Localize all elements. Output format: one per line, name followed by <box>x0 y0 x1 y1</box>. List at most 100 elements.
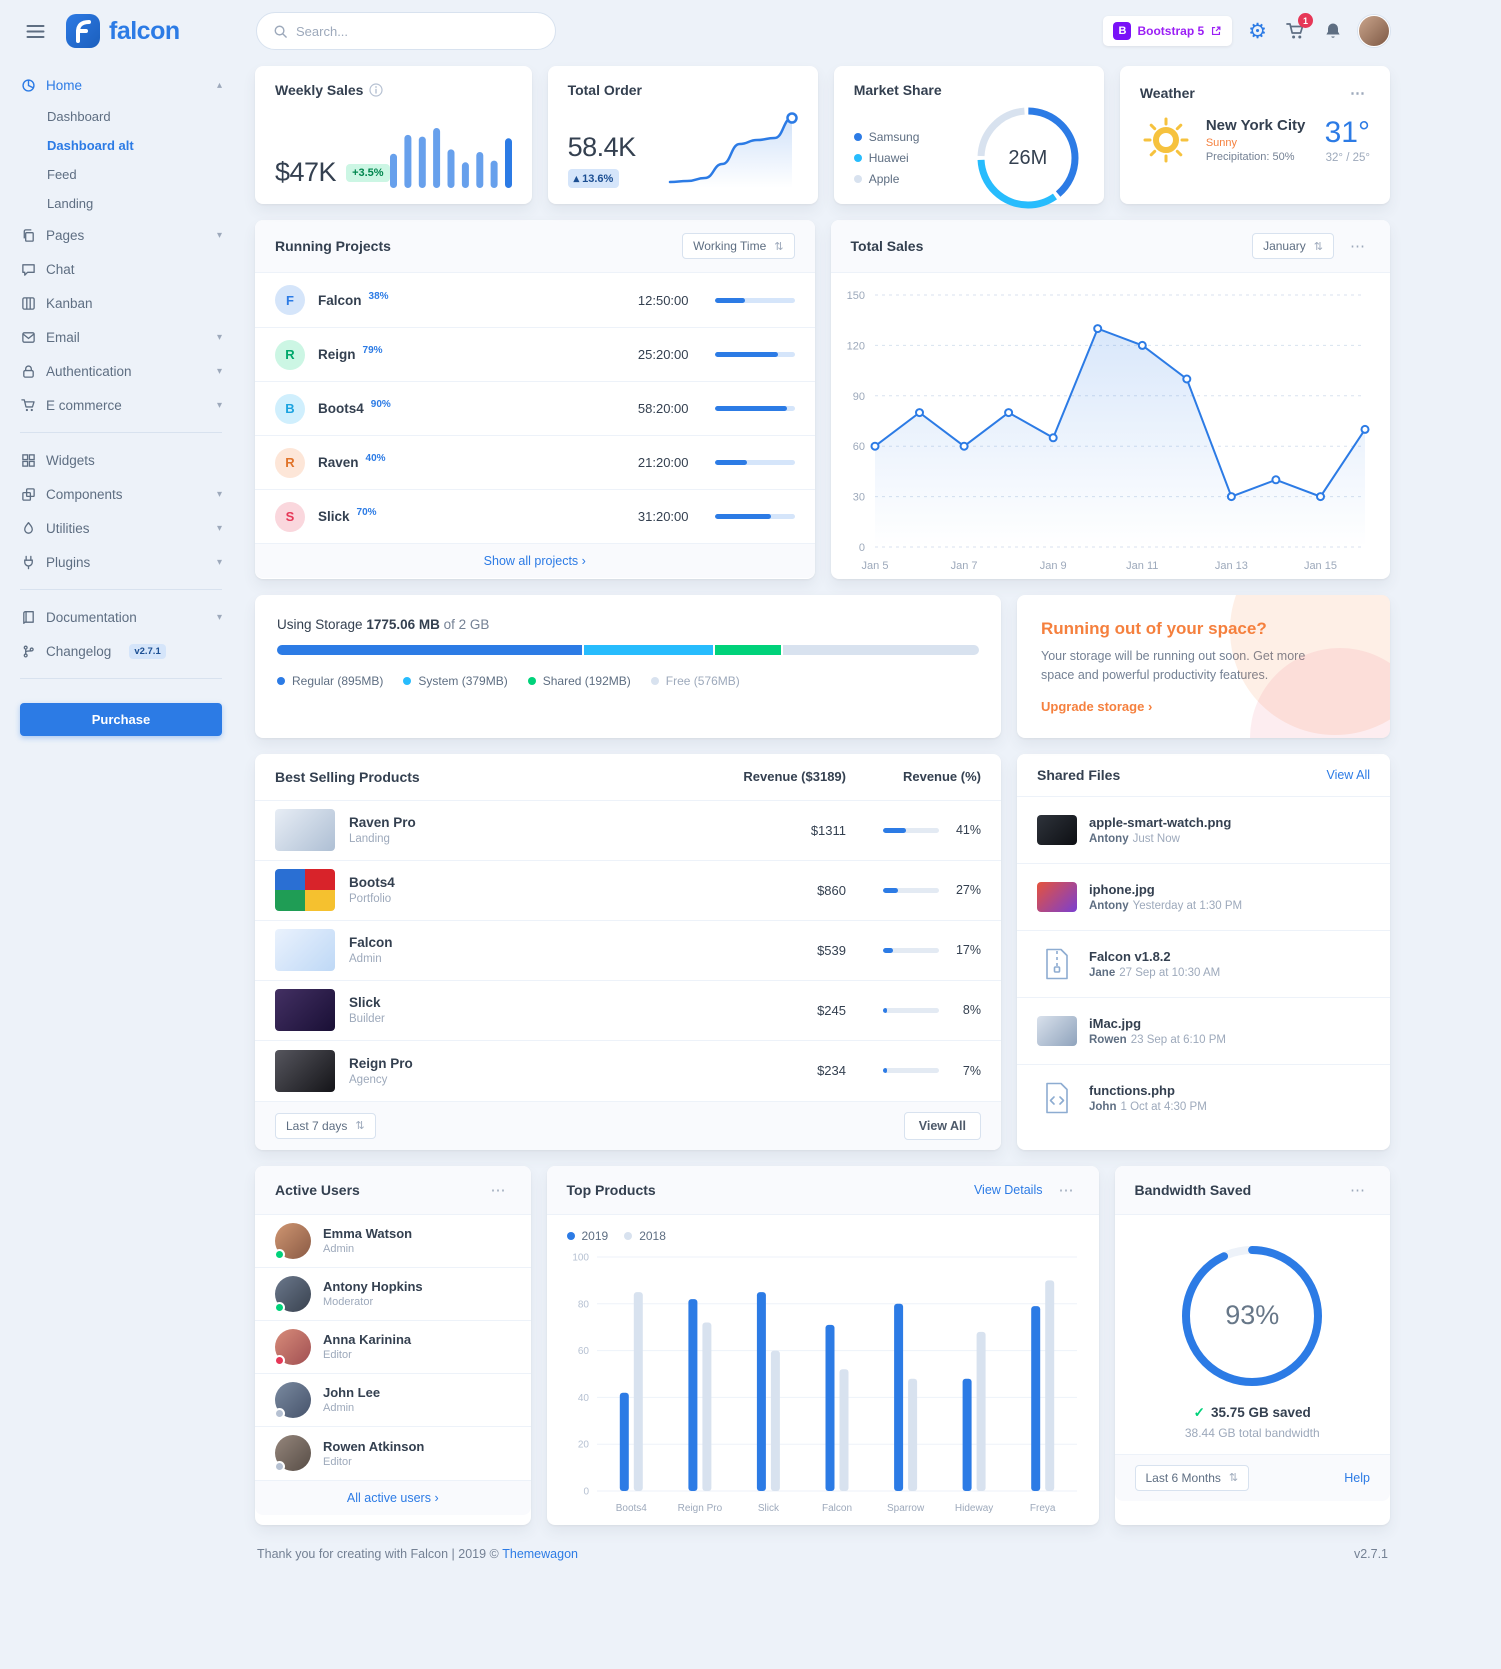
user-name[interactable]: Anna Karinina <box>323 1332 412 1347</box>
cart-button[interactable]: 1 <box>1283 13 1313 43</box>
hamburger-menu-icon[interactable] <box>20 18 51 45</box>
total-order-value: 58.4K <box>567 132 637 162</box>
file-name[interactable]: iphone.jpg <box>1089 881 1155 897</box>
all-active-users-link[interactable]: All active users › <box>346 1490 439 1505</box>
sidebar-item-email[interactable]: Email ▾ <box>20 320 222 354</box>
sidebar-divider <box>20 589 222 590</box>
sidebar-item-chat[interactable]: Chat <box>20 252 222 286</box>
product-thumbnail[interactable] <box>275 929 335 971</box>
ellipsis-icon[interactable]: ⋯ <box>1350 85 1366 102</box>
product-name[interactable]: Boots4 <box>349 875 395 890</box>
user-name[interactable]: Antony Hopkins <box>323 1279 423 1294</box>
code-file-icon[interactable] <box>1037 1082 1077 1114</box>
ellipsis-icon[interactable]: ⋯ <box>1350 1181 1366 1199</box>
sidebar-item-label: Changelog <box>46 643 112 659</box>
info-icon[interactable] <box>369 83 384 97</box>
file-name[interactable]: functions.php <box>1089 1083 1175 1098</box>
status-dot <box>274 1461 285 1472</box>
product-name[interactable]: Slick <box>349 995 381 1010</box>
sidebar-item-pages[interactable]: Pages ▾ <box>20 218 222 252</box>
storage-progress-bar <box>277 645 979 655</box>
purchase-button[interactable]: Purchase <box>20 703 222 736</box>
best-selling-card: Best Selling Products Revenue ($3189) Re… <box>255 753 1001 1150</box>
sidebar-item-plugins[interactable]: Plugins ▾ <box>20 545 222 579</box>
archive-file-icon[interactable] <box>1037 948 1077 980</box>
sidebar-item-dashboard[interactable]: Dashboard <box>47 109 111 124</box>
user-name[interactable]: Rowen Atkinson <box>323 1438 425 1454</box>
file-thumbnail[interactable] <box>1037 881 1077 912</box>
user-name[interactable]: Emma Watson <box>323 1226 413 1241</box>
product-name[interactable]: Falcon <box>349 935 393 950</box>
product-thumbnail[interactable] <box>275 809 335 851</box>
file-thumbnail[interactable] <box>1037 814 1077 845</box>
settings-gear-icon[interactable]: ⚙ <box>1248 19 1267 43</box>
product-thumbnail[interactable] <box>275 869 335 911</box>
user-avatar[interactable] <box>274 1275 311 1313</box>
product-thumbnail[interactable] <box>275 1049 335 1092</box>
view-all-button[interactable]: View All <box>903 1111 981 1140</box>
file-name[interactable]: Falcon v1.8.2 <box>1089 948 1171 964</box>
project-name[interactable]: Raven <box>318 455 359 470</box>
search-input[interactable] <box>296 23 539 39</box>
ellipsis-icon[interactable]: ⋯ <box>1350 238 1366 255</box>
project-avatar: S <box>275 501 305 532</box>
product-name[interactable]: Reign Pro <box>349 1055 413 1071</box>
project-progress-bar <box>714 460 795 465</box>
sidebar-item-utilities[interactable]: Utilities ▾ <box>20 511 222 545</box>
sidebar-item-components[interactable]: Components ▾ <box>20 477 222 511</box>
sidebar-item-dashboard-alt[interactable]: Dashboard alt <box>47 138 134 153</box>
sidebar-item-authentication[interactable]: Authentication ▾ <box>20 354 222 388</box>
view-details-link[interactable]: View Details <box>973 1182 1043 1197</box>
user-role: Admin <box>323 1243 355 1255</box>
bell-icon[interactable] <box>1324 22 1342 40</box>
brand[interactable]: falcon <box>65 13 180 49</box>
sidebar-item-widgets[interactable]: Widgets <box>20 443 222 477</box>
svg-text:30: 30 <box>852 492 864 504</box>
svg-text:Jan 9: Jan 9 <box>1039 560 1066 572</box>
project-name[interactable]: Falcon <box>318 292 362 308</box>
user-avatar[interactable] <box>1358 15 1390 47</box>
sidebar-item-home[interactable]: Home ▴ <box>20 68 222 102</box>
user-avatar[interactable] <box>274 1328 311 1366</box>
sidebar-item-label: Home <box>46 77 83 93</box>
project-name[interactable]: Slick <box>318 509 350 524</box>
file-thumbnail[interactable] <box>1037 1015 1077 1046</box>
weekly-sales-title: Weekly Sales <box>275 82 364 98</box>
help-link[interactable]: Help <box>1344 1470 1370 1485</box>
view-all-link[interactable]: View All <box>1326 767 1370 782</box>
ellipsis-icon[interactable]: ⋯ <box>1058 1181 1075 1199</box>
user-avatar[interactable] <box>274 1381 311 1419</box>
ellipsis-icon[interactable]: ⋯ <box>490 1181 507 1199</box>
show-all-projects-link[interactable]: Show all projects › <box>483 554 586 568</box>
file-author: Antony <box>1089 832 1129 845</box>
sidebar-item-feed[interactable]: Feed <box>47 167 77 182</box>
file-name[interactable]: apple-smart-watch.png <box>1089 814 1232 830</box>
project-name[interactable]: Reign <box>318 347 356 362</box>
user-avatar[interactable] <box>274 1222 311 1260</box>
weather-city: New York City <box>1205 117 1306 134</box>
best-selling-title: Best Selling Products <box>275 768 420 785</box>
working-time-select[interactable]: Working Time ⇅ <box>682 233 795 259</box>
status-dot <box>274 1301 285 1313</box>
user-avatar[interactable] <box>274 1435 311 1472</box>
user-role: Editor <box>323 1455 352 1468</box>
product-name[interactable]: Raven Pro <box>349 815 416 830</box>
sidebar-item-documentation[interactable]: Documentation ▾ <box>20 600 222 634</box>
sidebar-item-label: Plugins <box>46 554 91 570</box>
sidebar-item-landing[interactable]: Landing <box>47 196 94 211</box>
month-select[interactable]: January ⇅ <box>1252 233 1334 259</box>
sidebar-item-ecommerce[interactable]: E commerce ▾ <box>20 388 222 422</box>
sidebar-item-kanban[interactable]: Kanban <box>20 286 222 320</box>
project-name[interactable]: Boots4 <box>318 401 364 416</box>
search-box[interactable] <box>256 12 556 50</box>
upgrade-storage-link[interactable]: Upgrade storage › <box>1041 698 1153 714</box>
date-range-select[interactable]: Last 7 days ⇅ <box>275 1112 376 1139</box>
user-name[interactable]: John Lee <box>323 1385 381 1400</box>
sidebar-item-changelog[interactable]: Changelog v2.7.1 <box>20 634 222 668</box>
bootstrap-badge[interactable]: B Bootstrap 5 <box>1103 16 1233 46</box>
themewagon-link[interactable]: Themewagon <box>502 1546 578 1561</box>
project-row: R Reign 79% 25:20:00 <box>255 327 815 381</box>
period-select[interactable]: Last 6 Months ⇅ <box>1134 1464 1250 1491</box>
file-name[interactable]: iMac.jpg <box>1089 1015 1142 1031</box>
product-thumbnail[interactable] <box>275 989 335 1031</box>
